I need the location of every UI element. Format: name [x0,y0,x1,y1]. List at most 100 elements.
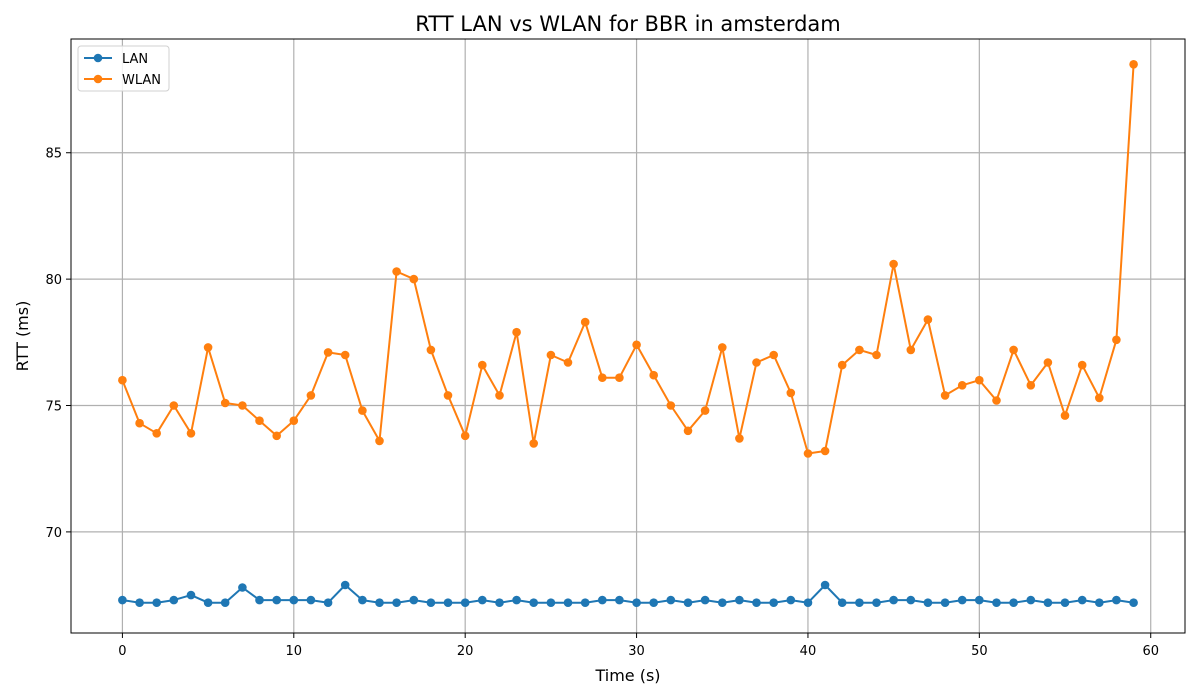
x-tick-label: 0 [118,644,126,659]
data-point-wlan [1060,411,1070,420]
data-point-wlan [255,416,264,426]
data-point-wlan [683,426,693,436]
data-point-lan [666,595,676,605]
series-lan [118,580,1138,607]
data-point-wlan [272,431,282,441]
data-point-lan [529,598,538,607]
data-point-wlan [1095,393,1104,403]
data-point-lan [1112,595,1121,605]
data-point-wlan [1009,345,1018,355]
data-point-lan [375,598,384,607]
plot-area-frame [70,38,1186,634]
data-point-lan [683,598,693,607]
data-point-lan [495,598,504,607]
data-point-lan [889,595,898,605]
chart-title: RTT LAN vs WLAN for BBR in amsterdam [415,12,841,36]
data-point-wlan [1077,360,1087,370]
x-tick-label: 30 [628,644,645,659]
data-point-wlan [392,267,401,276]
axis-ticks: 0 10 20 30 40 50 60 70 75 80 85 [45,147,1159,659]
data-point-lan [752,598,761,607]
data-point-wlan [1026,381,1036,390]
data-point-lan [1077,595,1087,605]
data-point-wlan [855,345,864,355]
data-point-lan [563,598,573,607]
data-point-lan [306,595,316,605]
data-point-lan [769,598,778,607]
data-point-lan [803,598,813,607]
data-point-lan [323,598,333,607]
data-point-lan [598,595,607,605]
data-point-wlan [563,358,573,367]
data-point-lan [460,598,470,607]
data-point-lan [358,595,367,605]
data-point-wlan [426,345,436,355]
data-point-lan [837,598,847,607]
data-point-wlan [546,350,556,360]
data-point-wlan [203,343,213,352]
data-point-wlan [460,431,470,441]
data-point-wlan [495,391,504,400]
data-point-wlan [615,373,624,383]
x-tick-label: 60 [1142,644,1159,659]
data-point-lan [220,598,230,607]
data-point-wlan [735,434,744,443]
data-point-wlan [992,396,1001,405]
x-axis-label: Time (s) [594,666,660,685]
data-point-lan [169,595,179,605]
data-point-lan [186,590,196,600]
data-point-lan [975,595,984,605]
grid-lines [71,39,1185,633]
legend-marker-lan [93,53,103,63]
data-point-lan [1129,598,1138,607]
data-point-wlan [289,416,299,426]
data-point-wlan [1043,358,1053,367]
data-point-lan [340,580,350,590]
data-point-wlan [889,259,898,269]
data-point-lan [820,580,830,590]
data-point-lan [700,595,710,605]
data-point-lan [203,598,213,607]
data-point-lan [238,583,247,592]
data-point-wlan [478,360,487,370]
y-tick-label: 75 [45,400,62,415]
data-point-lan [272,595,282,605]
data-point-wlan [820,446,830,456]
data-point-wlan [169,401,179,410]
data-point-lan [580,598,590,607]
data-point-lan [289,595,299,605]
y-tick-label: 85 [45,147,62,162]
data-point-wlan [1112,335,1121,345]
data-point-wlan [152,429,161,438]
y-axis-label: RTT (ms) [13,301,32,372]
data-point-wlan [940,391,950,400]
data-point-wlan [975,375,984,385]
data-point-wlan [135,418,144,428]
data-point-lan [786,595,796,605]
data-point-lan [649,598,658,607]
data-point-wlan [786,388,796,398]
data-point-lan [957,595,967,605]
data-point-lan [512,595,521,605]
x-tick-label: 10 [286,644,303,659]
data-point-wlan [512,327,521,337]
data-point-wlan [409,274,419,284]
data-point-wlan [186,429,196,438]
data-point-wlan [306,391,316,400]
legend-label-lan: LAN [122,52,148,67]
data-point-lan [872,598,881,607]
data-point-wlan [718,343,727,352]
data-point-lan [906,595,916,605]
data-point-lan [615,595,624,605]
data-point-lan [923,598,933,607]
series-wlan [118,60,1138,458]
data-point-lan [546,598,556,607]
series-layer [118,60,1138,607]
data-point-lan [735,595,744,605]
series-wlan-line [121,64,1135,455]
x-tick-label: 40 [800,644,817,659]
data-point-wlan [529,439,538,448]
data-point-wlan [220,398,230,408]
